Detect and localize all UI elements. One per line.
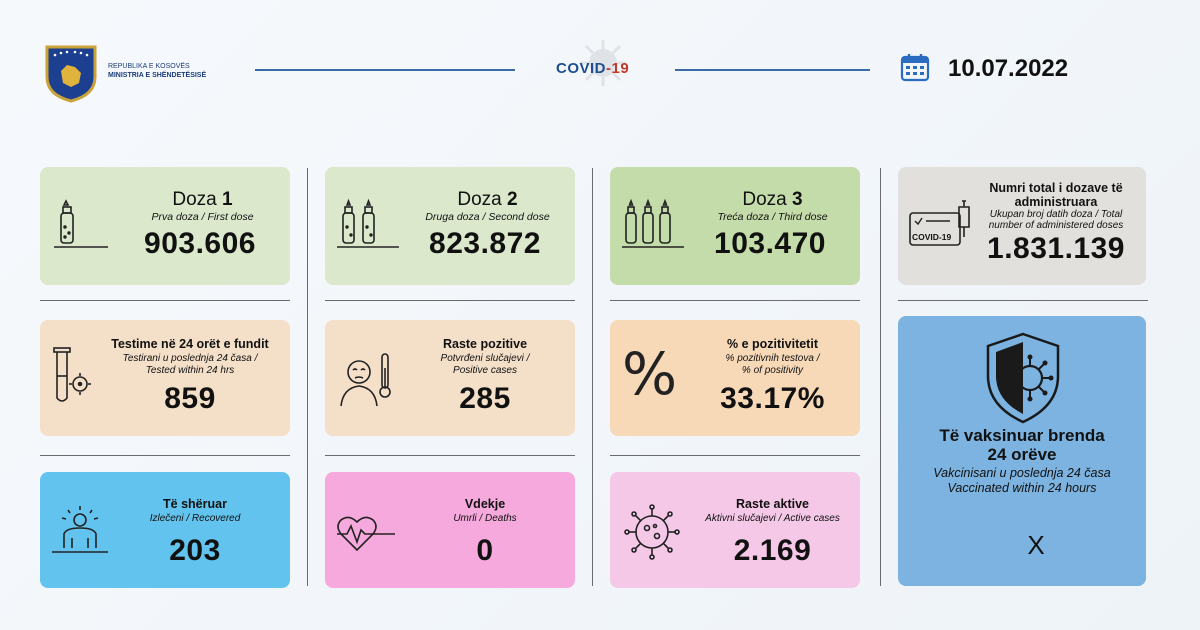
kosovo-coat-of-arms-icon [45, 45, 97, 103]
tests-value: 859 [164, 382, 216, 415]
vaccinated-24h-title-line2: 24 orëve [987, 445, 1057, 464]
separator [307, 168, 308, 586]
dose2-title-number: 2 [507, 189, 518, 210]
dose1-title: Doza 1 [150, 189, 255, 211]
vaccinated-24h-value: X [1027, 530, 1045, 560]
vaccine-vials-icon [337, 198, 399, 248]
deaths-value: 0 [476, 534, 494, 567]
recovered-person-icon [52, 506, 108, 553]
total-doses-title: Numri total i dozave të administruara [989, 181, 1123, 209]
header-line-right [675, 69, 870, 71]
active-value: 2.169 [733, 534, 812, 567]
test-tube-icon [53, 347, 91, 402]
covid-logo-number: -19 [606, 60, 630, 77]
positive-value: 285 [459, 382, 511, 415]
total-doses-subtitle-1: Ukupan broj datih doza / Total [989, 209, 1123, 220]
active-card: Raste aktive Aktivni slučajevi / Active … [610, 472, 860, 588]
dose1-title-number: 1 [222, 189, 233, 210]
calendar-icon [900, 54, 930, 82]
total-doses-subtitle-2: number of administered doses [988, 220, 1124, 231]
covid-badge: COVID-19 [912, 232, 952, 242]
tests-card: Testime në 24 orët e fundit Testirani u … [40, 320, 290, 436]
positivity-subtitle-2: % of positivity [741, 365, 804, 376]
tests-subtitle-2: Tested within 24 hrs [145, 365, 235, 376]
covid-logo-text: COVID [556, 60, 607, 77]
vaccinated-24h-card: Të vaksinuar brenda 24 orëve Vakcinisani… [898, 316, 1146, 586]
dose1-value: 903.606 [144, 227, 256, 260]
recovered-value: 203 [169, 534, 221, 567]
separator [325, 455, 575, 456]
separator [325, 300, 575, 301]
total-doses-value: 1.831.139 [987, 232, 1125, 265]
dose3-card: Doza 3 Treća doza / Third dose 103.470 [610, 167, 860, 285]
positivity-subtitle-1: % pozitivnih testova / [725, 353, 820, 364]
dose1-subtitle: Prva doza / First dose [151, 211, 254, 223]
dose3-title: Doza 3 [720, 189, 825, 211]
positivity-value: 33.17% [720, 382, 825, 415]
vaccinated-24h-title-line1: Të vaksinuar brenda [939, 426, 1105, 445]
dose2-subtitle: Druga doza / Second dose [425, 211, 550, 223]
ministry-line2: MINISTRIA E SHËNDETËSISË [108, 72, 207, 79]
positivity-title: % e pozitivitetit [727, 337, 818, 351]
recovered-subtitle: Izlečeni / Recovered [149, 513, 241, 524]
separator [880, 168, 881, 586]
vaccine-vial-icon [54, 199, 108, 248]
separator [40, 455, 290, 456]
ministry-line1: REPUBLIKA E KOSOVËS [108, 63, 190, 70]
dose3-value: 103.470 [714, 227, 826, 260]
dose3-subtitle: Treća doza / Third dose [717, 211, 828, 223]
deaths-card: Vdekje Umrli / Deaths 0 [325, 472, 575, 588]
vaccine-vials-icon [622, 198, 684, 248]
covid-logo: COVID-19 [556, 60, 629, 77]
dose1-card: Doza 1 Prva doza / First dose 903.606 [40, 167, 290, 285]
positive-title: Raste pozitive [442, 337, 528, 351]
positive-card: Raste pozitive Potvrđeni slučajevi / Pos… [325, 320, 575, 436]
vaccination-certificate-icon [909, 200, 970, 246]
recovered-card: Të shëruar Izlečeni / Recovered 203 [40, 472, 290, 588]
positive-subtitle-1: Potvrđeni slučajevi / [440, 353, 530, 364]
total-doses-card: COVID-19 Numri total i dozave të adminis… [898, 167, 1146, 285]
ministry-name: REPUBLIKA E KOSOVËS MINISTRIA E SHËNDETË… [108, 62, 206, 80]
tests-subtitle-1: Testirani u poslednja 24 časa / [122, 353, 258, 364]
header-line-left [255, 69, 515, 71]
separator [40, 300, 290, 301]
separator [610, 300, 860, 301]
recovered-title: Të shëruar [163, 497, 227, 511]
percent-icon: % [622, 340, 678, 408]
separator [592, 168, 593, 586]
dose2-title-label: Doza [457, 189, 502, 210]
separator [610, 455, 860, 456]
active-subtitle: Aktivni slučajevi / Active cases [705, 513, 840, 524]
vaccinated-24h-subtitle-line1: Vakcinisani u poslednja 24 časa [933, 466, 1111, 480]
dose3-title-number: 3 [792, 189, 803, 210]
vaccinated-24h-subtitle-line2: Vaccinated within 24 hours [947, 481, 1097, 495]
sick-person-icon [340, 353, 391, 407]
separator [898, 300, 1148, 301]
dose2-value: 823.872 [429, 227, 541, 260]
vaccinated-24h-title: Të vaksinuar brenda 24 orëve [898, 426, 1146, 464]
vaccinated-24h-subtitle: Vakcinisani u poslednja 24 časa Vaccinat… [898, 466, 1146, 496]
dose2-card: Doza 2 Druga doza / Second dose 823.872 [325, 167, 575, 285]
dose2-title: Doza 2 [435, 189, 540, 211]
report-date: 10.07.2022 [948, 55, 1069, 82]
deaths-subtitle: Umrli / Deaths [453, 513, 517, 524]
shield-virus-icon [986, 332, 1060, 424]
tests-title: Testime në 24 orët e fundit [111, 337, 269, 351]
active-title: Raste aktive [736, 497, 809, 511]
dose1-title-label: Doza [172, 189, 217, 210]
heartbeat-icon [337, 516, 395, 552]
virus-icon [580, 40, 626, 86]
deaths-title: Vdekje [464, 497, 506, 511]
positivity-card: % % e pozitivitetit % pozitivnih testova… [610, 320, 860, 436]
dose3-title-label: Doza [742, 189, 787, 210]
positive-subtitle-2: Positive cases [453, 365, 517, 376]
virus-icon [624, 504, 680, 560]
